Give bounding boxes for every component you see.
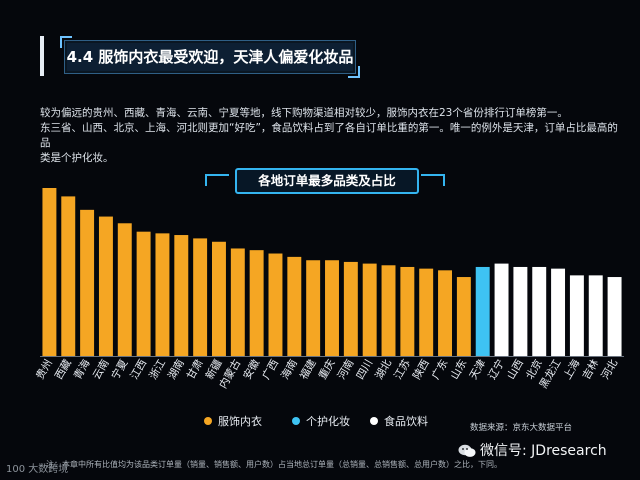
bar-辽宁 — [494, 263, 509, 356]
bar-广东 — [438, 270, 452, 356]
bar-黑龙江 — [551, 268, 566, 356]
bar-chart: 贵州西藏青海云南宁夏江西浙江湖南甘肃新疆内蒙古安徽广西海南福建重庆河南四川湖北江… — [33, 188, 624, 391]
x-tick-label: 广西 — [260, 358, 281, 382]
bar-河北 — [607, 277, 622, 356]
x-tick-label: 河北 — [599, 357, 620, 382]
chart-title-deco-right — [421, 174, 445, 186]
x-tick-label: 山西 — [505, 358, 526, 382]
legend-item-clothing: 服饰内衣 — [204, 413, 262, 429]
bar-吉林 — [588, 275, 603, 356]
x-tick-label: 吉林 — [580, 357, 602, 382]
bar-陕西 — [419, 268, 434, 356]
bar-山西 — [513, 266, 528, 356]
wechat-label: 微信号: JDresearch — [480, 443, 607, 459]
chart-title-box: 各地订单最多品类及占比 — [235, 168, 419, 194]
bar-上海 — [569, 275, 584, 356]
bar-海南 — [287, 256, 302, 356]
header-accent — [40, 36, 44, 76]
legend-label-clothing: 服饰内衣 — [218, 415, 262, 428]
bar-浙江 — [155, 233, 170, 356]
bar-天津 — [475, 266, 490, 356]
description: 较为偏远的贵州、西藏、青海、云南、宁夏等地，线下购物渠道相对较少，服饰内衣在23… — [40, 106, 620, 166]
description-line-1: 较为偏远的贵州、西藏、青海、云南、宁夏等地，线下购物渠道相对较少，服饰内衣在23… — [40, 107, 568, 119]
legend-item-cosmetics: 个护化妆 — [292, 413, 350, 429]
bar-西藏 — [61, 196, 76, 356]
bar-贵州 — [42, 188, 57, 356]
legend-label-food: 食品饮料 — [384, 415, 428, 428]
bar-江西 — [136, 231, 151, 356]
bar-青海 — [80, 209, 95, 356]
description-line-2: 东三省、山西、北京、上海、河北则更加“好吃”，食品饮料占到了各自订单比重的第一。… — [40, 122, 618, 149]
x-tick-label: 福建 — [297, 357, 319, 382]
x-tick-label: 云南 — [90, 357, 112, 382]
chart-title-frame: 各地订单最多品类及占比 — [205, 168, 445, 194]
x-tick-label: 陕西 — [410, 357, 432, 382]
wechat-icon — [458, 444, 476, 457]
x-tick-label: 广东 — [429, 357, 451, 382]
bar-湖南 — [174, 235, 189, 356]
bar-云南 — [98, 216, 113, 356]
x-tick-label: 青海 — [71, 357, 93, 382]
bar-重庆 — [325, 260, 339, 356]
x-tick-label: 安徽 — [240, 357, 262, 382]
wechat-watermark: 微信号: JDresearch — [458, 440, 607, 460]
chart-title-deco-left — [205, 174, 229, 186]
x-tick-label: 贵州 — [33, 357, 55, 382]
x-tick-label: 湖南 — [165, 357, 187, 382]
legend-swatch-clothing — [204, 417, 212, 425]
bar-甘肃 — [193, 238, 208, 356]
bottom-logo: 100 大数跨境 — [6, 464, 69, 475]
x-tick-label: 四川 — [354, 358, 375, 382]
page-title: 4.4 服饰内衣最受欢迎，天津人偏爱化妆品 — [66, 48, 354, 66]
bar-内蒙古 — [230, 248, 245, 356]
bar-宁夏 — [117, 223, 132, 356]
bar-北京 — [532, 266, 547, 356]
bar-广西 — [268, 253, 283, 356]
bar-福建 — [306, 260, 321, 356]
x-tick-label: 辽宁 — [485, 357, 507, 382]
x-tick-label: 湖北 — [373, 357, 394, 382]
data-source: 数据来源：京东大数据平台 — [470, 423, 573, 433]
x-tick-label: 西藏 — [53, 357, 74, 382]
x-tick-label: 上海 — [561, 357, 583, 382]
legend-item-food: 食品饮料 — [370, 413, 428, 429]
bar-江苏 — [400, 266, 415, 356]
x-tick-label: 山东 — [448, 357, 470, 382]
description-line-3: 类是个护化妆。 — [40, 152, 114, 164]
legend-swatch-food — [370, 417, 378, 425]
bar-山东 — [456, 277, 471, 356]
x-tick-label: 浙江 — [147, 357, 168, 382]
footnote: 注：本章中所有比值均为该品类订单量（销量、销售额、用户数）占当地总订单量（总销量… — [46, 460, 502, 469]
x-tick-label: 天津 — [467, 357, 488, 382]
bar-四川 — [362, 263, 377, 356]
x-tick-label: 江苏 — [391, 357, 413, 382]
x-tick-label: 宁夏 — [109, 357, 131, 382]
legend-label-cosmetics: 个护化妆 — [306, 415, 350, 428]
bar-安徽 — [249, 250, 264, 356]
x-tick-label: 甘肃 — [184, 357, 206, 382]
bar-新疆 — [212, 241, 226, 356]
x-tick-label: 重庆 — [316, 357, 338, 382]
x-tick-label: 海南 — [278, 357, 300, 382]
header-box: 4.4 服饰内衣最受欢迎，天津人偏爱化妆品 — [60, 36, 360, 78]
bar-湖北 — [381, 265, 396, 356]
x-tick-label: 河南 — [335, 357, 357, 382]
legend-swatch-cosmetics — [292, 417, 300, 425]
bar-河南 — [343, 261, 358, 356]
x-tick-label: 江西 — [128, 358, 149, 382]
header-bar: 4.4 服饰内衣最受欢迎，天津人偏爱化妆品 — [0, 30, 640, 82]
chart-title: 各地订单最多品类及占比 — [258, 173, 396, 188]
